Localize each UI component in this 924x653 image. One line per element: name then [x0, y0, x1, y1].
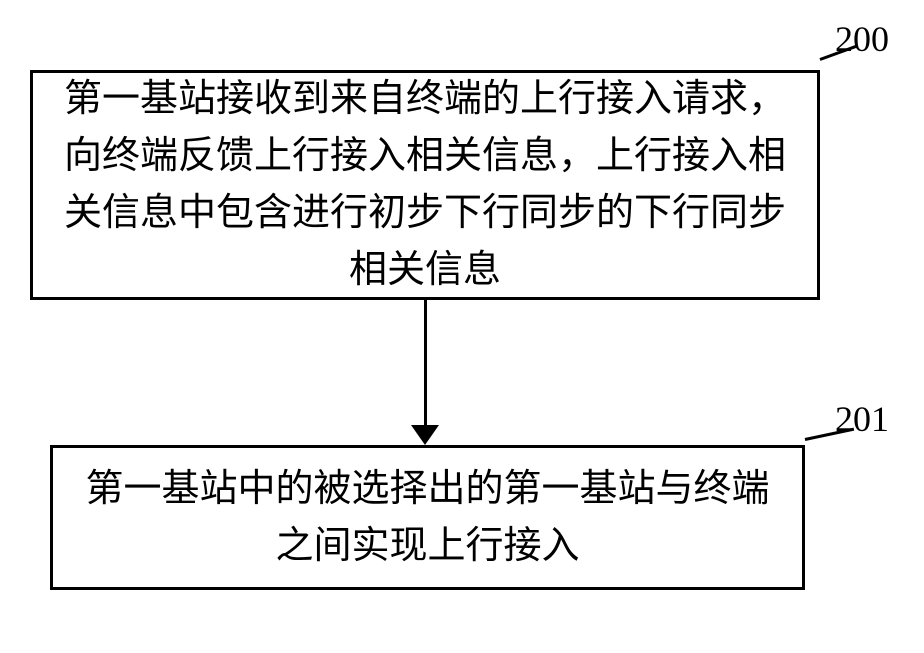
node-1-text: 第一基站接收到来自终端的上行接入请求，向终端反馈上行接入相关信息，上行接入相关信… — [63, 71, 787, 299]
node-1-label: 200 — [835, 18, 889, 60]
node-2-text: 第一基站中的被选择出的第一基站与终端之间实现上行接入 — [83, 461, 772, 575]
flowchart-node-2: 第一基站中的被选择出的第一基站与终端之间实现上行接入 — [50, 445, 805, 590]
arrow-head-1 — [411, 425, 439, 445]
arrow-line-1 — [424, 300, 427, 428]
flowchart-node-1: 第一基站接收到来自终端的上行接入请求，向终端反馈上行接入相关信息，上行接入相关信… — [30, 70, 820, 300]
flowchart-container: 第一基站接收到来自终端的上行接入请求，向终端反馈上行接入相关信息，上行接入相关信… — [0, 0, 924, 653]
node-2-label: 201 — [835, 398, 889, 440]
